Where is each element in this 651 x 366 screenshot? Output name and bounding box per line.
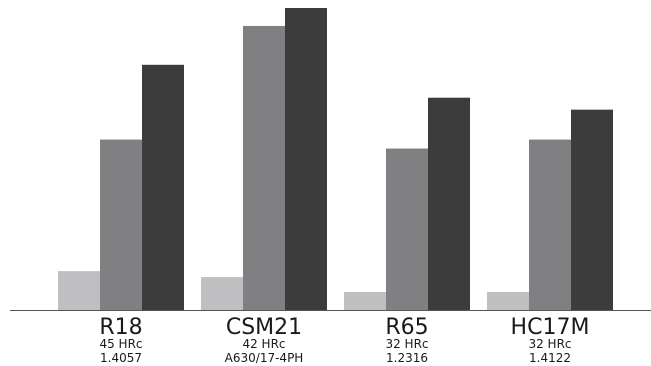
category-label: HC17M <box>511 315 590 340</box>
bar-hc17m-series-2 <box>529 139 571 310</box>
bar-csm21-series-3 <box>285 8 327 310</box>
category-label: R65 <box>385 315 428 340</box>
bar-csm21-series-1 <box>201 277 243 310</box>
category-hardness-label: 32 HRc <box>528 337 571 351</box>
bar-r65-series-3 <box>428 97 470 310</box>
category-material-label: 1.4122 <box>529 351 571 365</box>
bars-layer <box>58 8 613 311</box>
category-label: CSM21 <box>226 315 302 340</box>
bar-r18-series-2 <box>100 139 142 310</box>
bar-csm21-series-2 <box>243 25 285 311</box>
bar-hc17m-series-3 <box>571 109 613 311</box>
bar-r18-series-1 <box>58 271 100 310</box>
category-hardness-label: 32 HRc <box>385 337 428 351</box>
category-material-label: 1.4057 <box>100 351 142 365</box>
bar-r18-series-3 <box>142 64 184 310</box>
bar-r65-series-2 <box>386 148 428 310</box>
category-material-label: A630/17-4PH <box>225 351 304 365</box>
category-label: R18 <box>99 315 142 340</box>
bar-hc17m-series-1 <box>487 292 529 310</box>
category-hardness-label: 42 HRc <box>242 337 285 351</box>
bar-r65-series-1 <box>344 292 386 310</box>
category-hardness-label: 45 HRc <box>99 337 142 351</box>
category-material-label: 1.2316 <box>386 351 428 365</box>
